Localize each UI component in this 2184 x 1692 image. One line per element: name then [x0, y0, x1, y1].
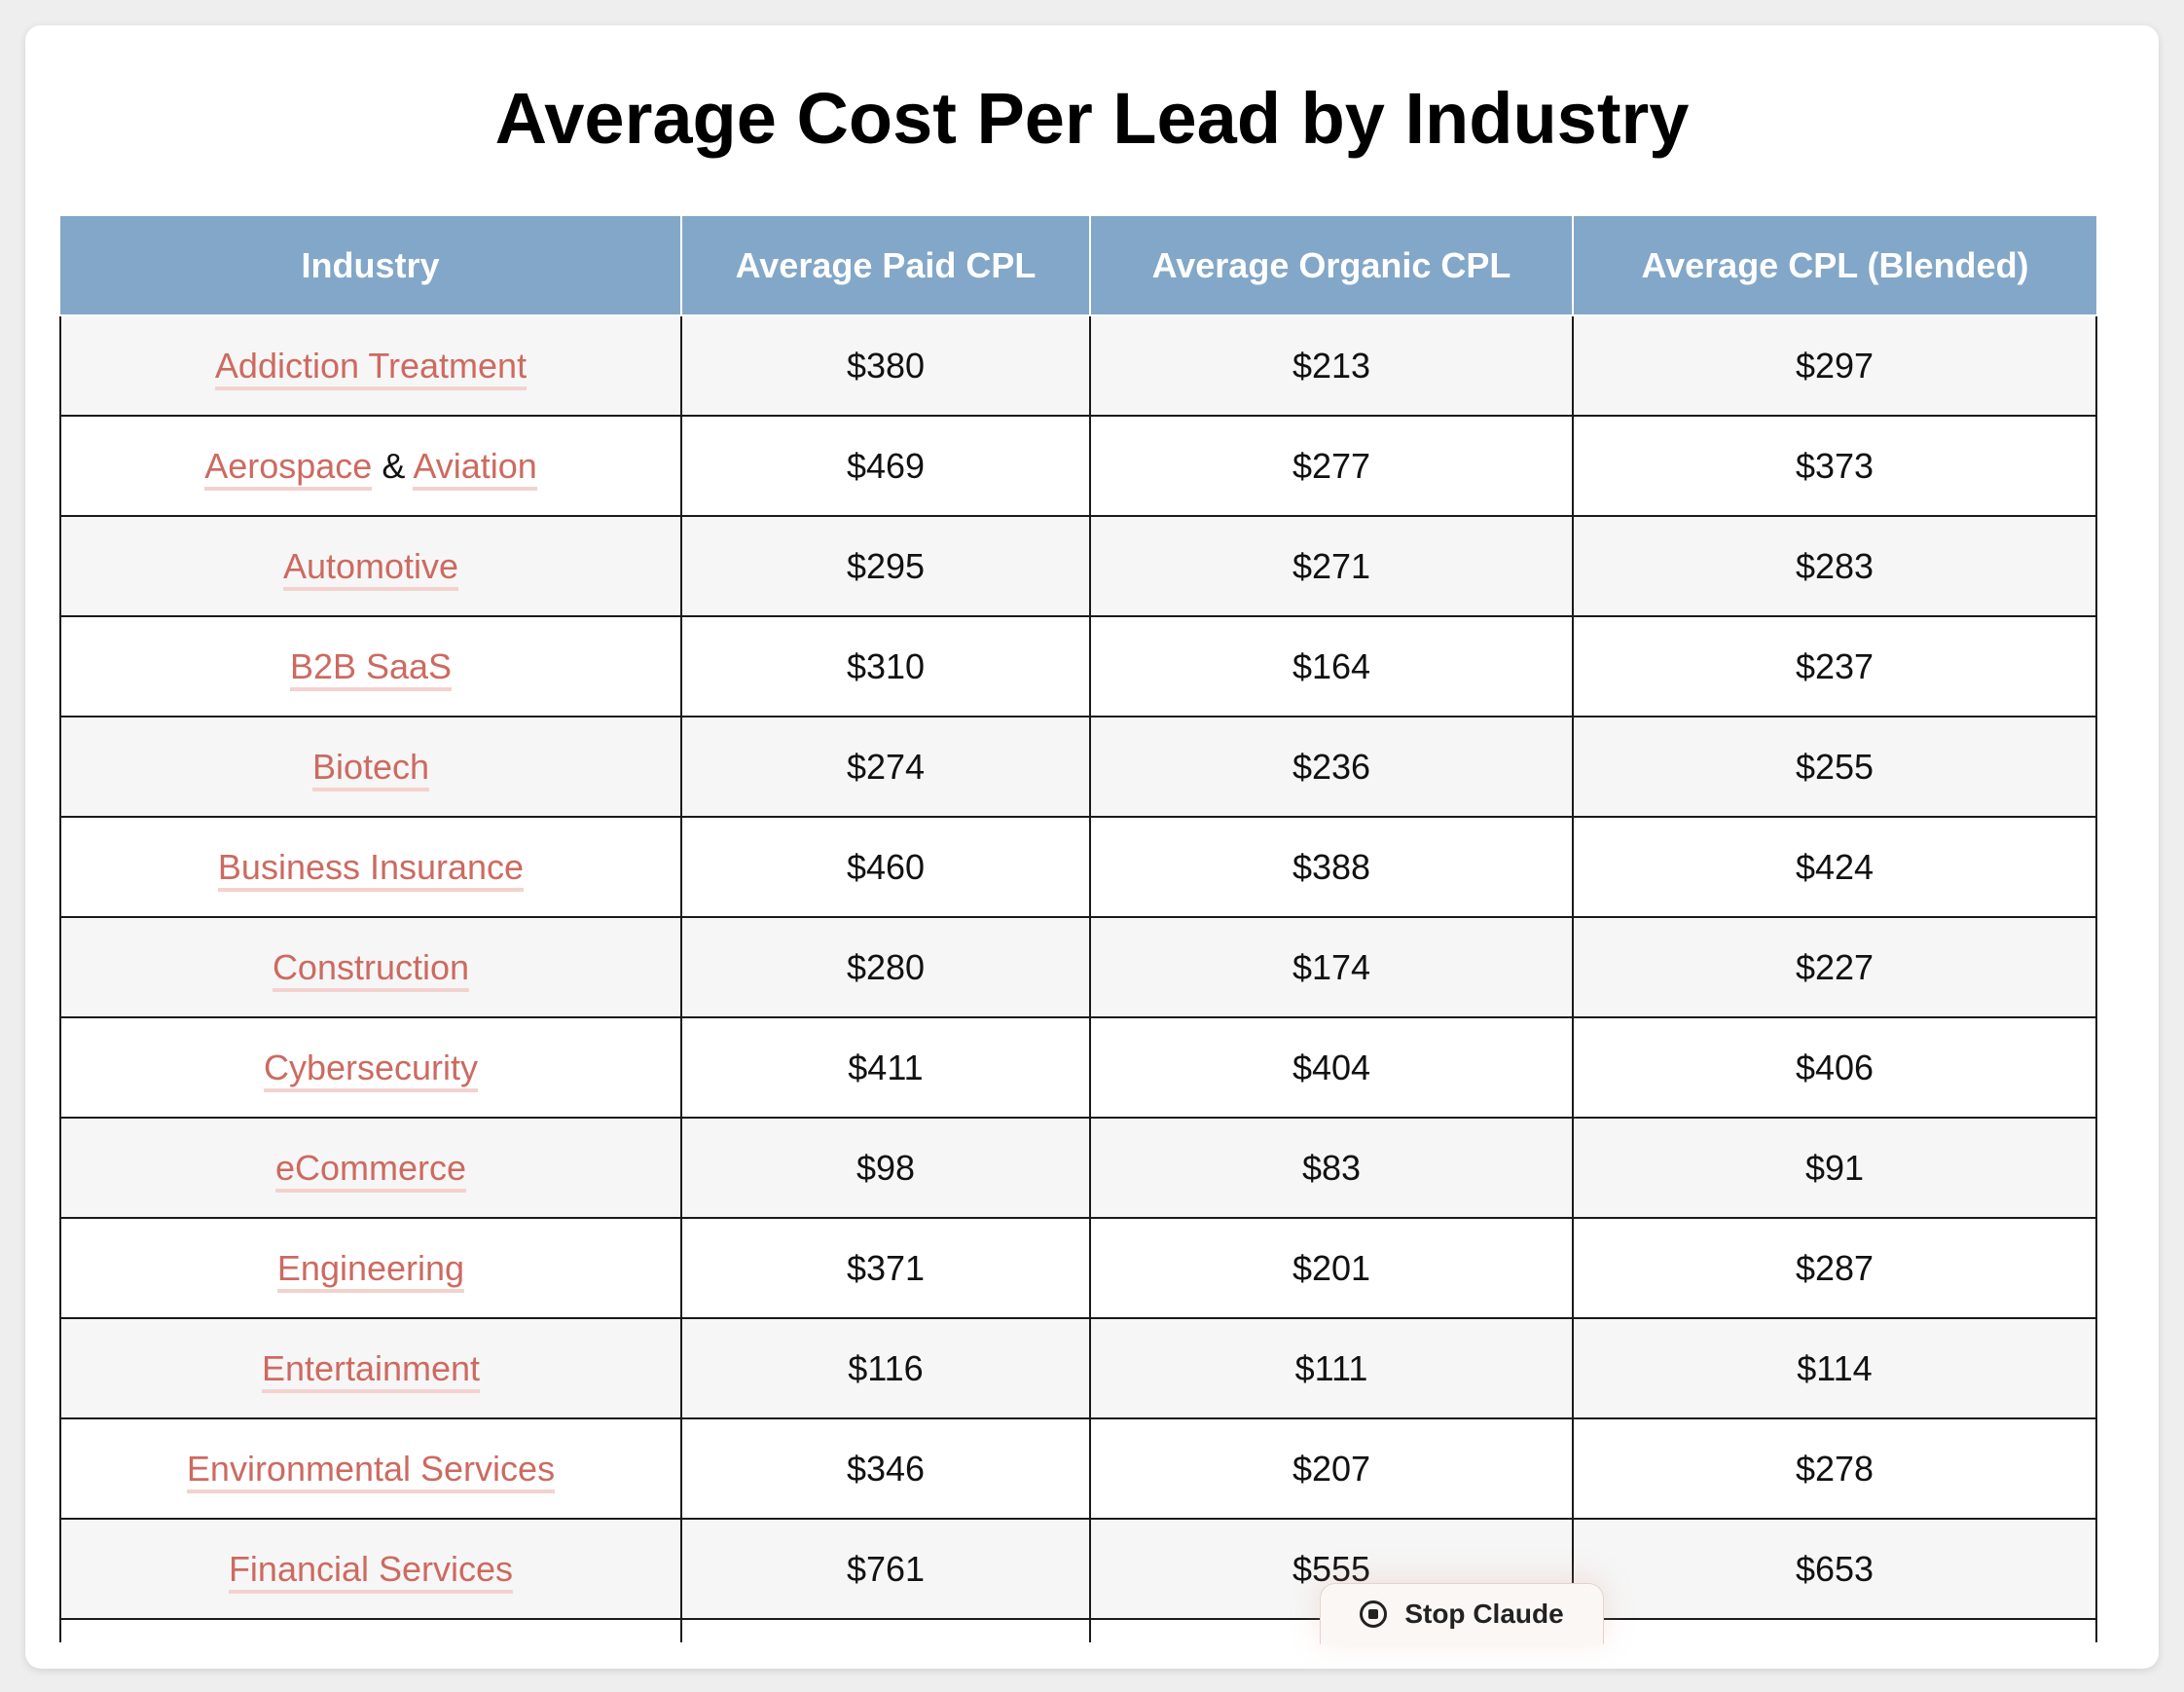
- table-row: Business Insurance $460 $388 $424: [59, 816, 2097, 918]
- industry-link[interactable]: Environmental Services: [186, 1448, 556, 1493]
- paid-cpl-cell: $274: [680, 716, 1091, 818]
- stop-square-glyph: [1368, 1609, 1379, 1619]
- industry-cell: Entertainment: [59, 1317, 682, 1419]
- header-blended-cpl: Average CPL (Blended): [1572, 216, 2096, 316]
- industry-link[interactable]: Entertainment: [261, 1347, 481, 1393]
- paid-cpl-cell: $295: [680, 515, 1091, 617]
- table-row: Automotive $295 $271 $283: [59, 515, 2097, 617]
- table-row: Environmental Services $346 $207 $278: [59, 1417, 2097, 1520]
- table-row-partial: [59, 1618, 2097, 1642]
- blended-cpl-cell: $283: [1572, 515, 2097, 617]
- paid-cpl-cell: $371: [680, 1217, 1091, 1319]
- paid-cpl-cell: $460: [680, 816, 1091, 918]
- stop-claude-label: Stop Claude: [1404, 1599, 1564, 1629]
- table-row: Construction $280 $174 $227: [59, 916, 2097, 1018]
- stop-claude-button[interactable]: Stop Claude: [1320, 1583, 1604, 1644]
- industry-cell: B2B SaaS: [59, 615, 682, 717]
- industry-cell: Business Insurance: [59, 816, 682, 918]
- industry-link[interactable]: Business Insurance: [217, 846, 525, 892]
- industry-link[interactable]: Aerospace: [204, 445, 373, 491]
- industry-link[interactable]: eCommerce: [274, 1147, 467, 1193]
- paid-cpl-cell: [680, 1618, 1091, 1642]
- table-row: Engineering $371 $201 $287: [59, 1217, 2097, 1319]
- industry-link[interactable]: Biotech: [311, 746, 430, 791]
- industry-cell: Automotive: [59, 515, 682, 617]
- industry-cell: Cybersecurity: [59, 1016, 682, 1119]
- blended-cpl-cell: $114: [1572, 1317, 2097, 1419]
- organic-cpl-cell: $174: [1089, 916, 1574, 1018]
- organic-cpl-cell: $236: [1089, 716, 1574, 818]
- industry-link[interactable]: Financial Services: [228, 1548, 514, 1594]
- industry-cell: Aerospace & Aviation: [59, 415, 682, 517]
- industry-cell: Environmental Services: [59, 1417, 682, 1520]
- organic-cpl-cell: $388: [1089, 816, 1574, 918]
- organic-cpl-cell: $201: [1089, 1217, 1574, 1319]
- blended-cpl-cell: $373: [1572, 415, 2097, 517]
- industry-cell: Addiction Treatment: [59, 314, 682, 417]
- table-row: Financial Services $761 $555 $653: [59, 1518, 2097, 1620]
- industry-separator: &: [382, 445, 406, 486]
- industry-cell: Biotech: [59, 716, 682, 818]
- paid-cpl-cell: $411: [680, 1016, 1091, 1119]
- industry-cell: Construction: [59, 916, 682, 1018]
- table-row: B2B SaaS $310 $164 $237: [59, 615, 2097, 717]
- industry-cell: Engineering: [59, 1217, 682, 1319]
- table-header-row: Industry Average Paid CPL Average Organi…: [60, 216, 2096, 316]
- blended-cpl-cell: $278: [1572, 1417, 2097, 1520]
- blended-cpl-cell: $227: [1572, 916, 2097, 1018]
- table-row: Addiction Treatment $380 $213 $297: [59, 314, 2097, 417]
- blended-cpl-cell: $91: [1572, 1117, 2097, 1219]
- content-card: Average Cost Per Lead by Industry Indust…: [25, 25, 2159, 1669]
- blended-cpl-cell: $287: [1572, 1217, 2097, 1319]
- table-row: eCommerce $98 $83 $91: [59, 1117, 2097, 1219]
- industry-link[interactable]: B2B SaaS: [289, 645, 453, 691]
- industry-link[interactable]: Automotive: [282, 545, 459, 591]
- industry-cell: Financial Services: [59, 1518, 682, 1620]
- organic-cpl-cell: $404: [1089, 1016, 1574, 1119]
- industry-link[interactable]: Aviation: [413, 445, 537, 491]
- organic-cpl-cell: $277: [1089, 415, 1574, 517]
- table-row: Cybersecurity $411 $404 $406: [59, 1016, 2097, 1119]
- organic-cpl-cell: $213: [1089, 314, 1574, 417]
- organic-cpl-cell: $207: [1089, 1417, 1574, 1520]
- organic-cpl-cell: $164: [1089, 615, 1574, 717]
- paid-cpl-cell: $280: [680, 916, 1091, 1018]
- blended-cpl-cell: $653: [1572, 1518, 2097, 1620]
- page-title: Average Cost Per Lead by Industry: [494, 78, 1690, 159]
- blended-cpl-cell: $237: [1572, 615, 2097, 717]
- paid-cpl-cell: $98: [680, 1117, 1091, 1219]
- paid-cpl-cell: $116: [680, 1317, 1091, 1419]
- header-organic-cpl: Average Organic CPL: [1089, 216, 1574, 316]
- paid-cpl-cell: $380: [680, 314, 1091, 417]
- paid-cpl-cell: $346: [680, 1417, 1091, 1520]
- cpl-table-container[interactable]: Industry Average Paid CPL Average Organi…: [59, 216, 2097, 1642]
- blended-cpl-cell: [1572, 1618, 2097, 1642]
- organic-cpl-cell: $111: [1089, 1317, 1574, 1419]
- blended-cpl-cell: $255: [1572, 716, 2097, 818]
- table-row: Entertainment $116 $111 $114: [59, 1317, 2097, 1419]
- paid-cpl-cell: $469: [680, 415, 1091, 517]
- industry-cell: [59, 1618, 682, 1642]
- cpl-table: Industry Average Paid CPL Average Organi…: [59, 216, 2097, 1642]
- blended-cpl-cell: $424: [1572, 816, 2097, 918]
- industry-link[interactable]: Engineering: [276, 1247, 465, 1293]
- industry-cell: eCommerce: [59, 1117, 682, 1219]
- organic-cpl-cell: $83: [1089, 1117, 1574, 1219]
- industry-link[interactable]: Addiction Treatment: [214, 345, 528, 390]
- header-industry: Industry: [60, 216, 682, 316]
- industry-link[interactable]: Construction: [272, 946, 470, 992]
- industry-link[interactable]: Cybersecurity: [263, 1047, 479, 1092]
- table-row: Biotech $274 $236 $255: [59, 716, 2097, 818]
- stop-circle-icon: [1360, 1600, 1388, 1628]
- organic-cpl-cell: $271: [1089, 515, 1574, 617]
- paid-cpl-cell: $761: [680, 1518, 1091, 1620]
- table-row: Aerospace & Aviation $469 $277 $373: [59, 415, 2097, 517]
- blended-cpl-cell: $297: [1572, 314, 2097, 417]
- header-paid-cpl: Average Paid CPL: [680, 216, 1091, 316]
- blended-cpl-cell: $406: [1572, 1016, 2097, 1119]
- paid-cpl-cell: $310: [680, 615, 1091, 717]
